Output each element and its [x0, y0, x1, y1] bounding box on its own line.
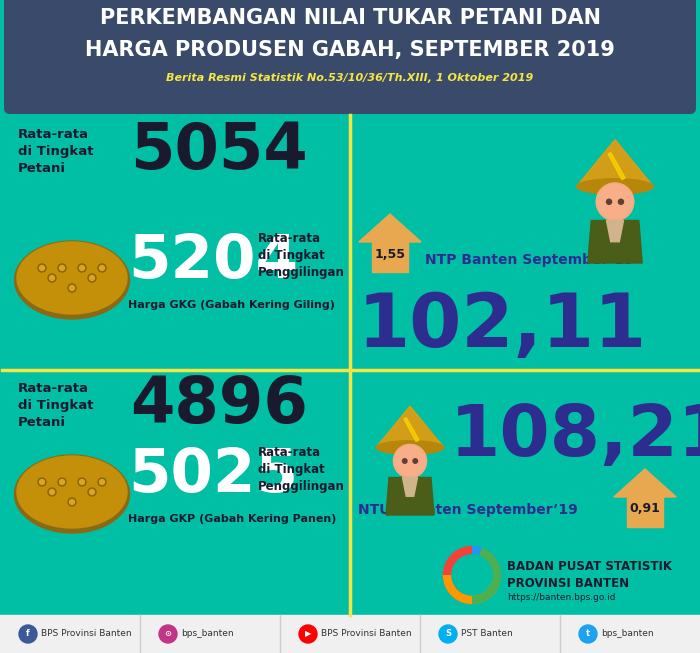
Text: PERKEMBANGAN NILAI TUKAR PETANI DAN: PERKEMBANGAN NILAI TUKAR PETANI DAN: [99, 8, 601, 28]
Text: 108,21: 108,21: [450, 402, 700, 471]
Circle shape: [596, 183, 634, 221]
Text: 1,55: 1,55: [374, 247, 405, 261]
Circle shape: [98, 478, 106, 486]
Circle shape: [39, 266, 45, 270]
Circle shape: [78, 264, 86, 272]
Text: 5204: 5204: [128, 232, 298, 291]
Text: https://banten.bps.go.id: https://banten.bps.go.id: [507, 593, 615, 602]
Circle shape: [402, 459, 407, 463]
Circle shape: [80, 479, 85, 485]
Circle shape: [58, 264, 66, 272]
Polygon shape: [386, 477, 434, 515]
Polygon shape: [404, 417, 419, 441]
Circle shape: [19, 625, 37, 643]
FancyBboxPatch shape: [4, 0, 696, 114]
Bar: [0, 615, 700, 653]
Circle shape: [99, 479, 104, 485]
Circle shape: [68, 284, 76, 292]
Text: bps_banten: bps_banten: [181, 629, 234, 639]
Polygon shape: [377, 406, 444, 447]
Circle shape: [69, 500, 74, 505]
Polygon shape: [577, 140, 653, 187]
Circle shape: [60, 479, 64, 485]
Circle shape: [579, 625, 597, 643]
Circle shape: [99, 266, 104, 270]
Text: Rata-rata
di Tingkat
Penggilingan: Rata-rata di Tingkat Penggilingan: [258, 446, 345, 493]
Polygon shape: [359, 214, 421, 242]
Text: PST Banten: PST Banten: [461, 629, 512, 639]
Text: NTP Banten September’19: NTP Banten September’19: [425, 253, 634, 267]
Text: ⊙: ⊙: [164, 629, 172, 639]
Circle shape: [98, 264, 106, 272]
Circle shape: [159, 625, 177, 643]
Polygon shape: [577, 140, 653, 187]
Circle shape: [90, 490, 95, 494]
Ellipse shape: [15, 455, 130, 533]
Text: t: t: [586, 629, 590, 639]
Circle shape: [60, 266, 64, 270]
Ellipse shape: [17, 456, 127, 528]
Text: Harga GKG (Gabah Kering Giling): Harga GKG (Gabah Kering Giling): [128, 300, 335, 310]
Text: Berita Resmi Statistik No.53/10/36/Th.XIII, 1 Oktober 2019: Berita Resmi Statistik No.53/10/36/Th.XI…: [167, 73, 533, 83]
Circle shape: [393, 445, 426, 477]
Polygon shape: [377, 406, 444, 447]
Circle shape: [618, 199, 624, 204]
Circle shape: [439, 625, 457, 643]
Polygon shape: [614, 469, 676, 497]
Text: S: S: [445, 629, 451, 639]
Circle shape: [393, 445, 426, 477]
Circle shape: [69, 285, 74, 291]
Text: 5054: 5054: [130, 120, 308, 182]
Circle shape: [78, 478, 86, 486]
Bar: [372, 242, 408, 272]
Text: Rata-rata
di Tingkat
Petani: Rata-rata di Tingkat Petani: [18, 128, 94, 175]
Polygon shape: [606, 221, 624, 242]
Text: bps_banten: bps_banten: [601, 629, 654, 639]
Circle shape: [48, 274, 56, 282]
Circle shape: [88, 274, 96, 282]
Circle shape: [68, 498, 76, 506]
Text: f: f: [26, 629, 30, 639]
Text: HARGA PRODUSEN GABAH, SEPTEMBER 2019: HARGA PRODUSEN GABAH, SEPTEMBER 2019: [85, 40, 615, 60]
Circle shape: [596, 183, 634, 221]
Text: 5025: 5025: [128, 446, 298, 505]
Circle shape: [38, 478, 46, 486]
Text: Harga GKP (Gabah Kering Panen): Harga GKP (Gabah Kering Panen): [128, 514, 337, 524]
Circle shape: [50, 276, 55, 281]
Circle shape: [299, 625, 317, 643]
Circle shape: [88, 488, 96, 496]
Ellipse shape: [15, 241, 130, 319]
Circle shape: [48, 488, 56, 496]
Circle shape: [90, 276, 95, 281]
Polygon shape: [588, 221, 642, 263]
Bar: [626, 497, 663, 527]
Text: 0,91: 0,91: [629, 503, 660, 515]
Polygon shape: [402, 477, 417, 496]
Polygon shape: [608, 153, 625, 180]
Circle shape: [50, 490, 55, 494]
Text: NTUP Banten September’19: NTUP Banten September’19: [358, 503, 578, 517]
Text: PROVINSI BANTEN: PROVINSI BANTEN: [507, 577, 629, 590]
Text: 4896: 4896: [130, 374, 308, 436]
Circle shape: [606, 199, 612, 204]
Circle shape: [413, 459, 417, 463]
Text: 102,11: 102,11: [358, 290, 647, 363]
Ellipse shape: [577, 179, 653, 194]
Ellipse shape: [17, 242, 127, 314]
Circle shape: [58, 478, 66, 486]
Ellipse shape: [377, 441, 444, 454]
Text: Rata-rata
di Tingkat
Penggilingan: Rata-rata di Tingkat Penggilingan: [258, 232, 345, 279]
Text: Rata-rata
di Tingkat
Petani: Rata-rata di Tingkat Petani: [18, 382, 94, 429]
Text: BPS Provinsi Banten: BPS Provinsi Banten: [321, 629, 412, 639]
Circle shape: [39, 479, 45, 485]
Text: BADAN PUSAT STATISTIK: BADAN PUSAT STATISTIK: [507, 560, 672, 573]
Text: BPS Provinsi Banten: BPS Provinsi Banten: [41, 629, 132, 639]
Circle shape: [38, 264, 46, 272]
Text: ▶: ▶: [304, 629, 312, 639]
Circle shape: [80, 266, 85, 270]
